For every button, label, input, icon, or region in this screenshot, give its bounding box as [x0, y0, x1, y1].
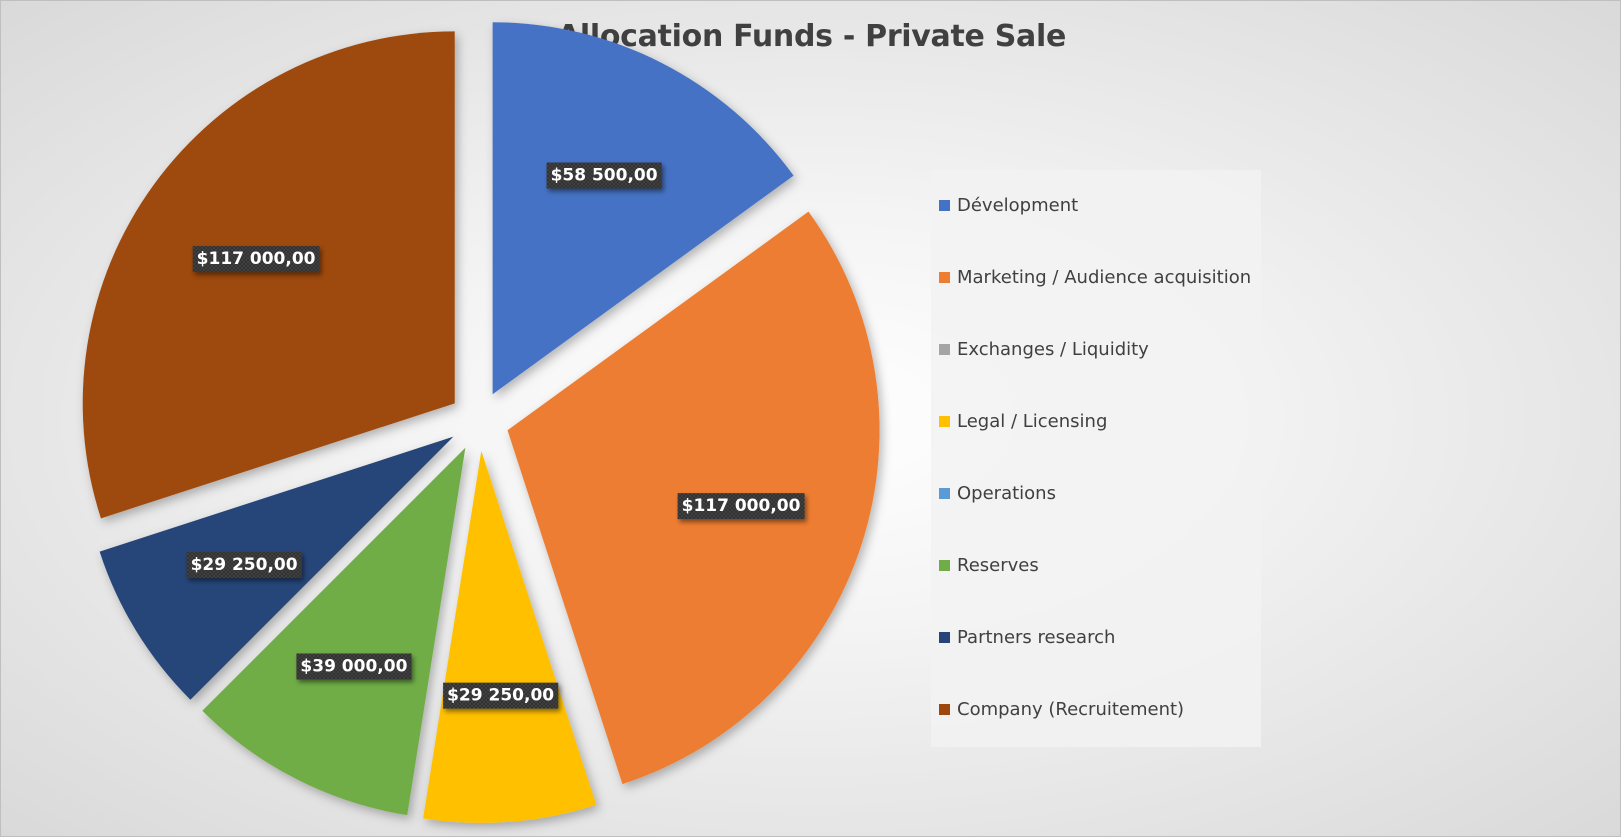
legend-item-partners-research: Partners research — [939, 625, 1115, 649]
pie-slice-company-recruitement — [82, 31, 455, 519]
svg-text:$117 000,00: $117 000,00 — [197, 249, 316, 269]
legend-item-marketing-audience-acquisition: Marketing / Audience acquisition — [939, 265, 1251, 289]
legend-swatch — [939, 487, 950, 499]
legend-item-operations: Operations — [939, 481, 1056, 505]
data-label-reserves: $39 000,00 — [296, 653, 412, 680]
svg-text:$29 250,00: $29 250,00 — [191, 555, 298, 575]
data-label-d-velopment: $58 500,00 — [546, 162, 662, 189]
legend-label: Marketing / Audience acquisition — [957, 266, 1252, 288]
data-label-partners-research: $29 250,00 — [186, 551, 302, 578]
legend-item-d-velopment: Dévelopment — [939, 193, 1078, 217]
legend-swatch — [939, 343, 950, 355]
pie-slice-legal-licensing — [423, 450, 597, 823]
legend-swatch — [939, 199, 950, 211]
legend-label: Legal / Licensing — [957, 410, 1108, 432]
svg-text:$39 000,00: $39 000,00 — [300, 656, 407, 676]
legend-label: Operations — [957, 482, 1056, 504]
legend-item-legal-licensing: Legal / Licensing — [939, 409, 1107, 433]
legend-swatch — [939, 559, 950, 571]
legend-label: Dévelopment — [957, 194, 1079, 216]
chart-title: Allocation Funds - Private Sale — [556, 19, 1067, 54]
legend-swatch — [939, 703, 950, 715]
legend-label: Company (Recruitement) — [957, 698, 1185, 720]
legend: Dévelopment Marketing / Audience acquisit… — [931, 170, 1261, 747]
legend-label: Reserves — [957, 554, 1039, 576]
legend-swatch — [939, 271, 950, 283]
legend-item-reserves: Reserves — [939, 553, 1039, 577]
svg-text:$58 500,00: $58 500,00 — [551, 166, 658, 186]
legend-swatch — [939, 631, 950, 643]
data-label-legal-licensing: $29 250,00 — [443, 682, 559, 709]
legend-item-exchanges-liquidity: Exchanges / Liquidity — [939, 337, 1149, 361]
svg-text:$117 000,00: $117 000,00 — [682, 496, 801, 516]
pie-slice-d-velopment — [492, 22, 794, 395]
legend-label: Exchanges / Liquidity — [957, 338, 1149, 360]
data-label-marketing-audience-acquisition: $117 000,00 — [677, 493, 805, 520]
svg-text:$29 250,00: $29 250,00 — [447, 686, 554, 706]
legend-swatch — [939, 415, 950, 427]
data-label-company-recruitement: $117 000,00 — [192, 246, 320, 273]
pie-slice-reserves — [202, 447, 466, 816]
legend-label: Partners research — [957, 626, 1116, 648]
legend-item-company-recruitement: Company (Recruitement) — [939, 697, 1184, 721]
